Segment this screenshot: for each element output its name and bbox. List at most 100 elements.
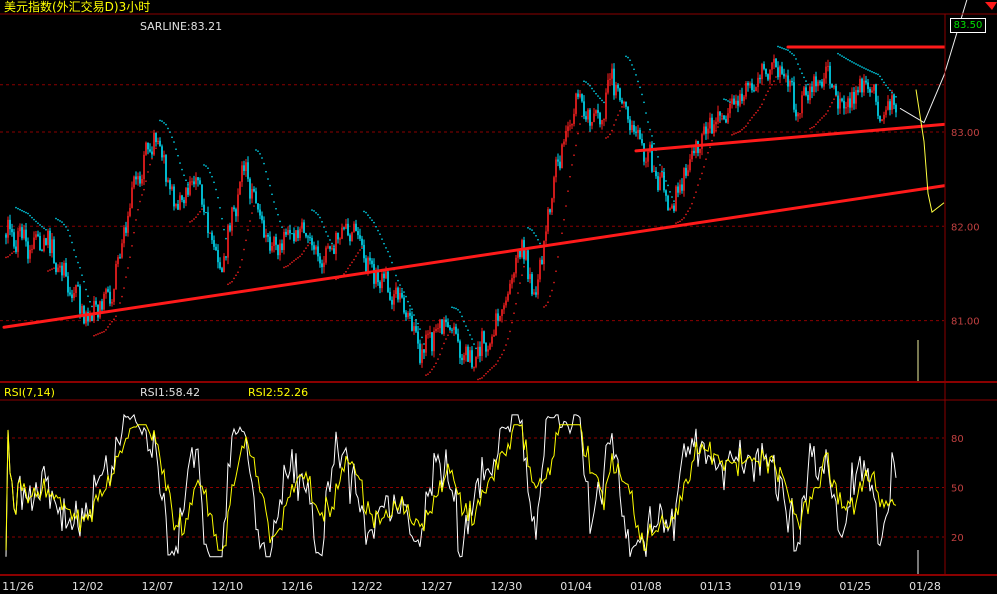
sar-dot xyxy=(627,56,629,59)
candle-up xyxy=(51,239,53,254)
sar-dot xyxy=(471,338,473,340)
candle-down xyxy=(361,238,363,245)
sar-dot xyxy=(673,200,675,202)
candle-down xyxy=(861,78,863,93)
sar-dot xyxy=(619,110,621,112)
candle-down xyxy=(187,187,189,195)
sar-dot xyxy=(617,114,619,116)
sar-dot xyxy=(177,155,179,157)
sar-dot xyxy=(433,366,435,368)
candle-down xyxy=(455,326,457,334)
axis-labels: 83.00 82.00 81.00 80 50 20 11/26 12/02 12/07 12/1… xyxy=(2,128,979,593)
candle-up xyxy=(245,162,247,172)
sar-dot xyxy=(277,213,279,216)
candle-down xyxy=(449,327,451,330)
candle-up xyxy=(845,107,847,109)
candle-down xyxy=(893,95,895,105)
sar-dot xyxy=(839,54,841,56)
sar-dot xyxy=(563,219,565,221)
sar-dot xyxy=(451,306,453,309)
candle-down xyxy=(277,244,279,256)
sar-dot xyxy=(17,207,19,210)
candle-down xyxy=(417,331,419,344)
sar-dot xyxy=(749,119,751,121)
trendline xyxy=(634,122,946,153)
sar-dot xyxy=(367,214,369,216)
candle-down xyxy=(371,260,373,265)
sar-dot xyxy=(783,48,785,50)
sar-dot xyxy=(281,226,283,228)
sar-dot xyxy=(427,373,429,375)
candle-up xyxy=(785,75,787,77)
candle-up xyxy=(847,98,849,108)
candle-down xyxy=(865,80,867,83)
candle-down xyxy=(257,203,259,210)
sar-dot xyxy=(557,256,559,258)
sar-dot xyxy=(657,156,659,158)
sar-dot xyxy=(217,197,219,199)
candle-up xyxy=(761,64,763,80)
sar-dot xyxy=(649,128,651,131)
candle-up xyxy=(453,326,455,330)
sar-dot xyxy=(323,226,325,228)
sar-dot xyxy=(87,295,89,297)
candle-up xyxy=(123,227,125,244)
candle-down xyxy=(853,91,855,104)
candle-down xyxy=(613,68,615,96)
candle-up xyxy=(239,181,241,195)
candle-down xyxy=(767,74,769,80)
sar-dot xyxy=(823,115,825,117)
sar-dot xyxy=(275,208,277,210)
sar-dot xyxy=(63,223,65,226)
sar-dot xyxy=(421,336,423,339)
sar-dot xyxy=(261,157,263,159)
sar-dot xyxy=(211,175,213,178)
sar-dot xyxy=(163,122,165,124)
sar-dot xyxy=(361,246,363,249)
candle-up xyxy=(273,236,275,246)
sar-dot xyxy=(149,163,151,166)
candlestick-series xyxy=(5,54,897,372)
sar-dot xyxy=(595,93,597,95)
candle-down xyxy=(837,95,839,109)
candle-up xyxy=(645,161,647,163)
candle-up xyxy=(73,293,75,298)
candle-down xyxy=(373,264,375,284)
sar-dot xyxy=(27,212,29,215)
sar-dot xyxy=(671,196,673,198)
candle-up xyxy=(863,80,865,93)
candle-up xyxy=(63,262,65,276)
sar-dot xyxy=(593,90,595,92)
candle-up xyxy=(127,215,129,233)
candle-up xyxy=(435,328,437,331)
sar-dot xyxy=(405,295,407,298)
candle-down xyxy=(581,94,583,102)
sar-dot xyxy=(173,141,175,143)
candle-down xyxy=(723,115,725,120)
candle-up xyxy=(465,346,467,356)
candle-down xyxy=(787,75,789,87)
candle-down xyxy=(869,88,871,93)
candle-up xyxy=(553,177,555,199)
sar-dot xyxy=(651,135,653,137)
sar-dot xyxy=(817,121,819,123)
candle-up xyxy=(59,265,61,268)
candle-up xyxy=(887,101,889,110)
sar-dot xyxy=(343,273,345,275)
candle-up xyxy=(499,315,501,321)
sar-dot xyxy=(643,101,645,104)
candle-up xyxy=(605,92,607,119)
candle-up xyxy=(691,150,693,160)
sar-dot xyxy=(863,67,865,69)
candle-down xyxy=(329,246,331,249)
sar-dot xyxy=(785,48,787,51)
candle-up xyxy=(75,285,77,294)
sar-dot xyxy=(653,143,655,145)
sar-dot xyxy=(677,221,679,223)
candle-up xyxy=(283,231,285,250)
candle-down xyxy=(585,116,587,120)
candle-up xyxy=(463,355,465,361)
sar-dot xyxy=(353,258,355,261)
candle-up xyxy=(743,96,745,101)
candle-down xyxy=(471,350,473,368)
